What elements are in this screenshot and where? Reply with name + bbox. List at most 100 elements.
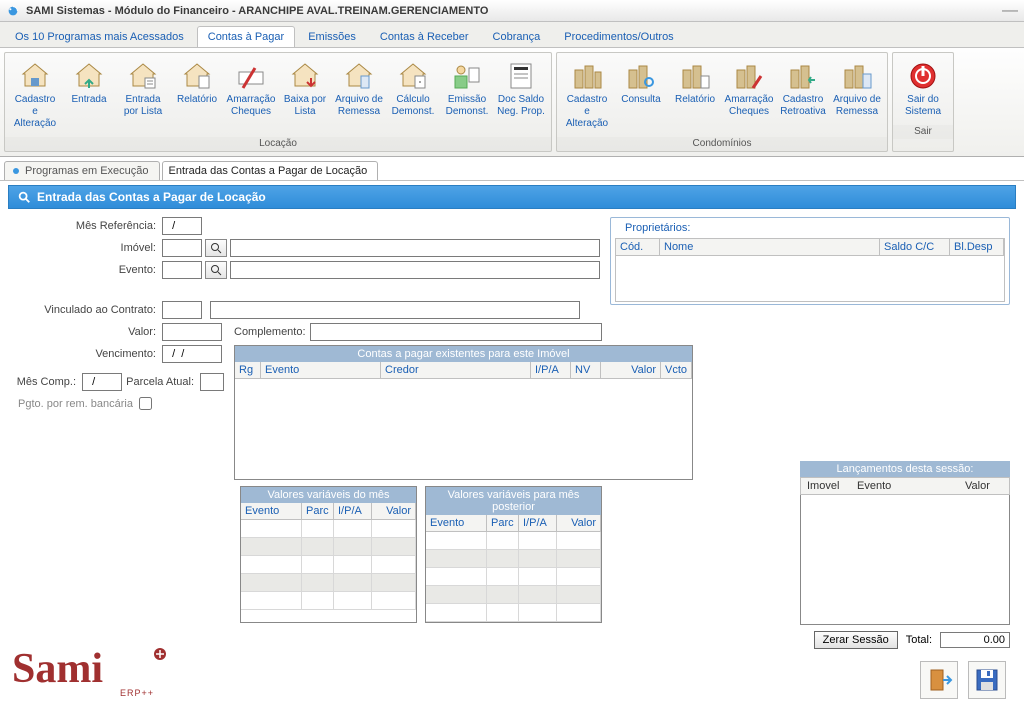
house-in-icon xyxy=(73,60,105,92)
ribbon-calculo-demonst[interactable]: Cálculo Demonst. xyxy=(386,56,440,134)
parcela-label: Parcela Atual: xyxy=(122,376,200,388)
col-vm-ipa[interactable]: I/P/A xyxy=(334,503,372,519)
exit-door-button[interactable] xyxy=(920,661,958,699)
ribbon-group-label-condominios: Condomínios xyxy=(557,137,887,151)
col-rg[interactable]: Rg xyxy=(235,362,261,378)
zerar-sessao-button[interactable]: Zerar Sessão xyxy=(814,631,898,649)
col-prop-saldo[interactable]: Saldo C/C xyxy=(880,239,950,255)
app-icon xyxy=(6,4,20,18)
door-exit-icon xyxy=(925,666,953,694)
mes-comp-label: Mês Comp.: xyxy=(12,376,82,388)
col-vm-evento[interactable]: Evento xyxy=(241,503,302,519)
col-vm-parc[interactable]: Parc xyxy=(302,503,334,519)
ribbon-cond-consulta[interactable]: Consulta xyxy=(614,56,668,134)
save-button[interactable] xyxy=(968,661,1006,699)
ribbon-entrada[interactable]: Entrada xyxy=(62,56,116,134)
col-prop-cod[interactable]: Cód. xyxy=(616,239,660,255)
pgto-rem-checkbox[interactable] xyxy=(139,397,152,410)
tab-programas-acessados[interactable]: Os 10 Programas mais Acessados xyxy=(4,26,195,47)
ribbon-group-condominios: Cadastro e Alteração Consulta Relatório … xyxy=(556,52,888,152)
imovel-desc-input[interactable] xyxy=(230,239,600,257)
imovel-label: Imóvel: xyxy=(12,242,162,254)
parcela-input[interactable] xyxy=(200,373,224,391)
house-file-icon xyxy=(343,60,375,92)
total-label: Total: xyxy=(906,634,932,646)
valor-input[interactable] xyxy=(162,323,222,341)
proprietarios-body[interactable] xyxy=(615,256,1005,302)
ribbon-relatorio[interactable]: Relatório xyxy=(170,56,224,134)
vinculado-label: Vinculado ao Contrato: xyxy=(12,304,162,316)
ribbon-baixa-lista[interactable]: Baixa por Lista xyxy=(278,56,332,134)
panel-header: Entrada das Contas a Pagar de Locação xyxy=(8,185,1016,209)
evento-desc-input[interactable] xyxy=(230,261,600,279)
valor-label: Valor: xyxy=(12,326,162,338)
tab-emissoes[interactable]: Emissões xyxy=(297,26,367,47)
vinculado-desc-input[interactable] xyxy=(210,301,580,319)
mes-ref-input[interactable] xyxy=(162,217,202,235)
ribbon-group-label-locacao: Locação xyxy=(5,137,551,151)
house-down-icon xyxy=(289,60,321,92)
col-evento[interactable]: Evento xyxy=(261,362,381,378)
session-panel: Lançamentos desta sessão: Imovel Evento … xyxy=(800,461,1010,649)
form-area: Mês Referência: Imóvel: Evento: Vinculad… xyxy=(0,209,1024,657)
buildings-search-icon xyxy=(625,60,657,92)
col-sess-imovel[interactable]: Imovel xyxy=(801,478,851,494)
col-vm-valor[interactable]: Valor xyxy=(372,503,416,519)
imovel-lookup-button[interactable] xyxy=(205,239,227,257)
buildings-report-icon xyxy=(679,60,711,92)
ribbon-cond-amarracao[interactable]: Amarração Cheques xyxy=(722,56,776,134)
mes-comp-input[interactable] xyxy=(82,373,122,391)
ribbon-sair-sistema[interactable]: Sair do Sistema xyxy=(896,56,950,122)
total-value: 0.00 xyxy=(940,632,1010,648)
col-vp-ipa[interactable]: I/P/A xyxy=(519,515,557,531)
vinculado-code-input[interactable] xyxy=(162,301,202,319)
tab-contas-pagar[interactable]: Contas à Pagar xyxy=(197,26,295,47)
col-prop-bldesp[interactable]: Bl.Desp xyxy=(950,239,1004,255)
ribbon-cadastro-alteracao[interactable]: Cadastro e Alteração xyxy=(8,56,62,134)
tab-procedimentos[interactable]: Procedimentos/Outros xyxy=(553,26,684,47)
grid-var-mes-body[interactable] xyxy=(241,520,416,610)
col-ipa[interactable]: I/P/A xyxy=(531,362,571,378)
evento-lookup-button[interactable] xyxy=(205,261,227,279)
col-nv[interactable]: NV xyxy=(571,362,601,378)
imovel-code-input[interactable] xyxy=(162,239,202,257)
col-sess-valor[interactable]: Valor xyxy=(959,478,1009,494)
grid-var-post-body[interactable] xyxy=(426,532,601,622)
vencimento-input[interactable] xyxy=(162,345,222,363)
tab-contas-receber[interactable]: Contas à Receber xyxy=(369,26,480,47)
ribbon-entrada-lista[interactable]: Entrada por Lista xyxy=(116,56,170,134)
col-vp-valor[interactable]: Valor xyxy=(557,515,601,531)
sub-tab-entrada-contas[interactable]: Entrada das Contas a Pagar de Locação xyxy=(162,161,379,180)
col-credor[interactable]: Credor xyxy=(381,362,531,378)
search-icon xyxy=(210,242,222,254)
ribbon-cond-relatorio[interactable]: Relatório xyxy=(668,56,722,134)
ribbon-group-locacao: Cadastro e Alteração Entrada Entrada por… xyxy=(4,52,552,152)
buildings-cheque-icon xyxy=(733,60,765,92)
tab-cobranca[interactable]: Cobrança xyxy=(482,26,552,47)
panel-icon xyxy=(17,190,31,204)
ribbon-emissao-demonst[interactable]: Emissão Demonst. xyxy=(440,56,494,134)
grid-valores-posterior: Valores variáveis para mês posterior Eve… xyxy=(425,486,602,623)
buildings-back-icon xyxy=(787,60,819,92)
proprietarios-title: Proprietários: xyxy=(621,222,694,234)
col-vp-evento[interactable]: Evento xyxy=(426,515,487,531)
ribbon-arquivo-remessa[interactable]: Arquivo de Remessa xyxy=(332,56,386,134)
mes-ref-label: Mês Referência: xyxy=(12,220,162,232)
ribbon-cond-remessa[interactable]: Arquivo de Remessa xyxy=(830,56,884,134)
ribbon-cond-retroativa[interactable]: Cadastro Retroativa xyxy=(776,56,830,134)
session-body[interactable] xyxy=(800,495,1010,625)
col-sess-evento[interactable]: Evento xyxy=(851,478,959,494)
ribbon-amarracao-cheques[interactable]: Amarração Cheques xyxy=(224,56,278,134)
minimize-button[interactable]: — xyxy=(1002,6,1018,16)
session-columns: Imovel Evento Valor xyxy=(800,477,1010,495)
ribbon-cond-cadastro[interactable]: Cadastro e Alteração xyxy=(560,56,614,134)
grid-valores-mes: Valores variáveis do mês Evento Parc I/P… xyxy=(240,486,417,623)
ribbon-doc-saldo-neg[interactable]: Doc Saldo Neg. Prop. xyxy=(494,56,548,134)
vencimento-label: Vencimento: xyxy=(12,348,162,360)
evento-code-input[interactable] xyxy=(162,261,202,279)
complemento-input[interactable] xyxy=(310,323,602,341)
search-icon xyxy=(210,264,222,276)
sub-tab-programas-execucao[interactable]: Programas em Execução xyxy=(4,161,160,180)
col-prop-nome[interactable]: Nome xyxy=(660,239,880,255)
col-vp-parc[interactable]: Parc xyxy=(487,515,519,531)
